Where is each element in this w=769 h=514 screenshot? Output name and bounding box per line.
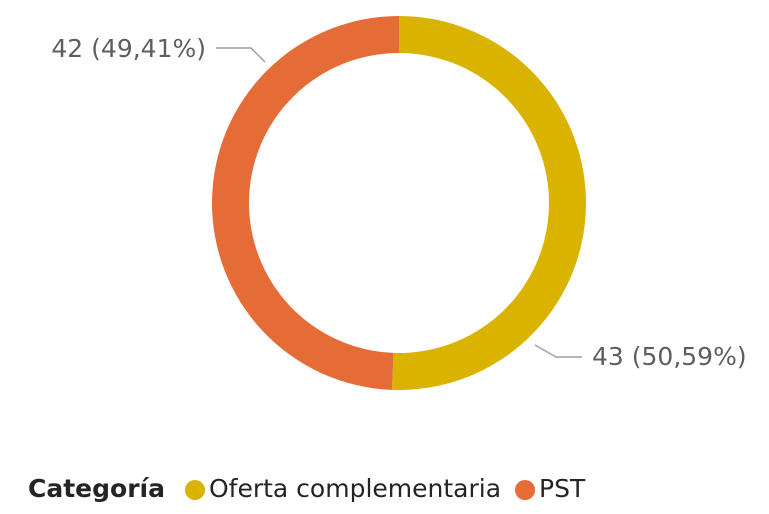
legend-marker [184,480,205,500]
donut-slice [392,16,586,390]
donut-slice [211,16,399,390]
legend-title: Categoría [28,474,165,503]
legend-marker [515,480,536,500]
leader-line [534,344,582,358]
legend-label: PST [539,474,586,503]
data-label: 42 (49,41%) [51,34,206,63]
legend-label: Oferta complementaria [209,474,501,503]
data-label: 43 (50,59%) [592,342,747,371]
leader-line [216,47,266,63]
